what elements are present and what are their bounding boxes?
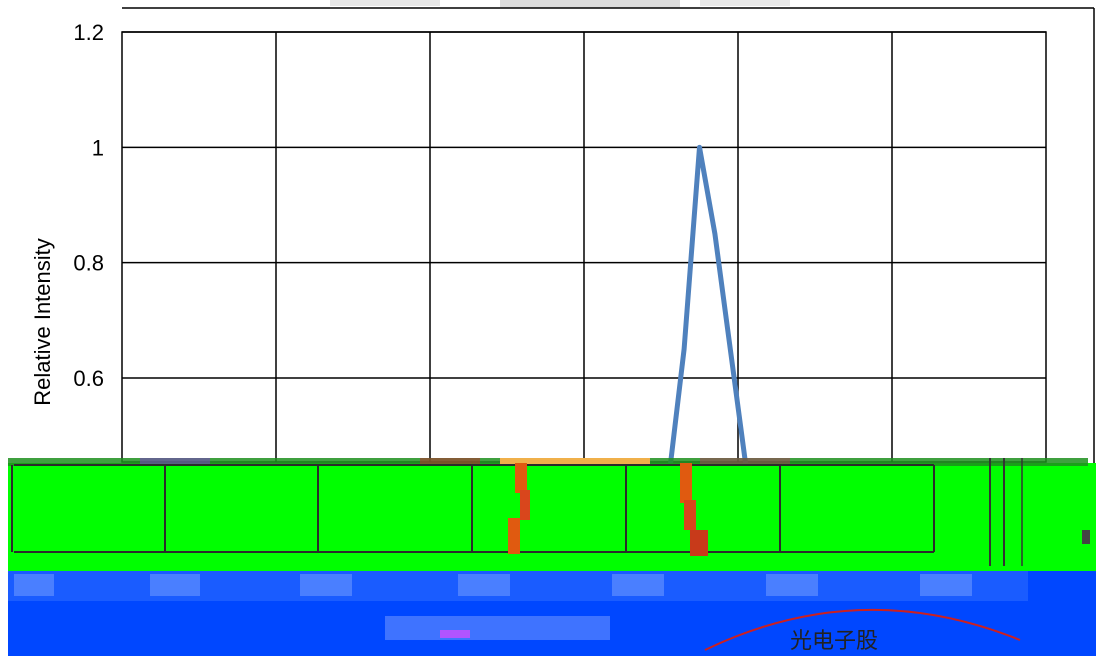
vertical-gridlines — [275, 32, 893, 462]
y-tick-label: 1.2 — [73, 20, 104, 45]
corrupted-blue-band: 光电子股 — [8, 571, 1096, 656]
stamp-text: 光电子股 — [790, 629, 878, 654]
top-residue — [330, 0, 790, 8]
plot-area — [121, 31, 1047, 612]
corrupted-green-band — [8, 458, 1096, 571]
y-tick-label: 0.6 — [73, 366, 104, 391]
y-tick-label: 0.8 — [73, 251, 104, 276]
y-axis-title: Relative Intensity — [30, 238, 55, 406]
y-tick-label: 1 — [92, 135, 104, 160]
